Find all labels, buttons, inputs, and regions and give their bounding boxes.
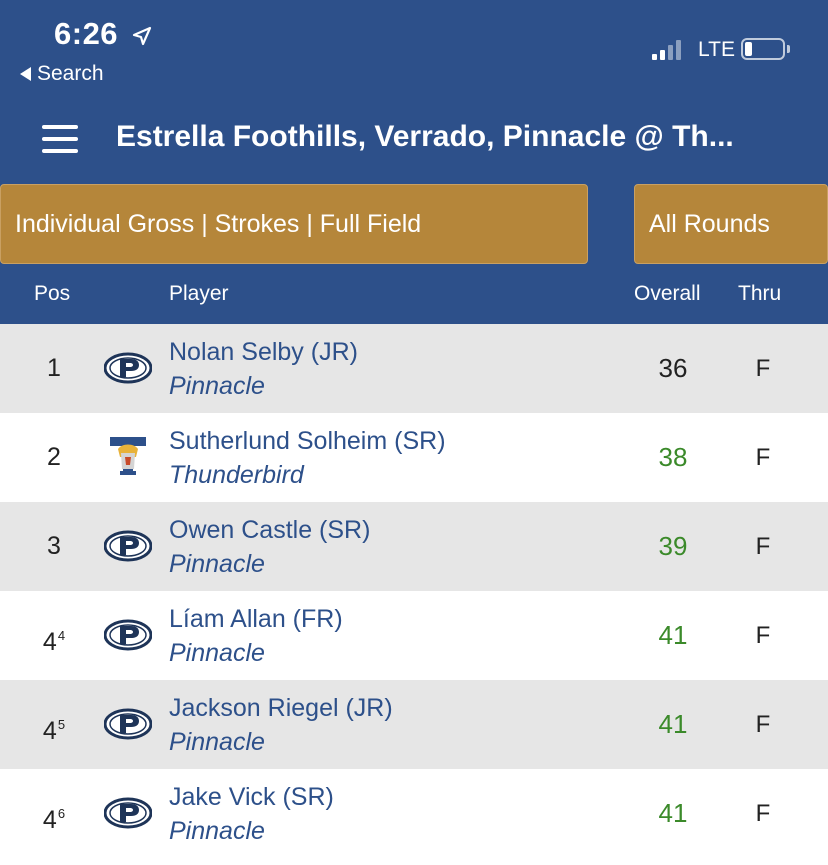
leaderboard: 1 Nolan Selby (JR) Pinnacle 36 F 2 Sutherlun… bbox=[0, 324, 828, 858]
position-tie-index: 6 bbox=[57, 806, 66, 821]
rounds-filter-button[interactable]: All Rounds bbox=[634, 184, 828, 264]
column-header: Pos Player Overall Thru bbox=[0, 264, 828, 324]
player-team: Pinnacle bbox=[169, 550, 265, 578]
leaderboard-row[interactable]: 45 Jackson Riegel (JR) Pinnacle 41 F bbox=[0, 680, 828, 769]
thru-status: F bbox=[755, 444, 771, 471]
format-filter-button[interactable]: Individual Gross | Strokes | Full Field bbox=[0, 184, 588, 264]
col-pos[interactable]: Pos bbox=[34, 282, 71, 305]
pinnacle-logo-icon bbox=[103, 702, 153, 746]
status-time: 6:26 bbox=[54, 16, 119, 51]
player-name[interactable]: Líam Allan (FR) bbox=[169, 605, 343, 633]
position-value: 4 bbox=[42, 806, 57, 834]
pinnacle-logo-icon bbox=[103, 346, 153, 390]
position-tie-index: 5 bbox=[57, 717, 66, 732]
col-overall[interactable]: Overall bbox=[634, 282, 701, 305]
col-player[interactable]: Player bbox=[169, 282, 229, 305]
overall-score: 41 bbox=[658, 620, 688, 650]
top-bar: 6:26 Search LTE Estrella Foothills, Verr… bbox=[0, 0, 828, 184]
leaderboard-row[interactable]: 2 Sutherlund Solheim (SR) Thunderbird 38 F bbox=[0, 413, 828, 502]
thru-status: F bbox=[755, 622, 771, 649]
player-name[interactable]: Owen Castle (SR) bbox=[169, 516, 371, 544]
battery-icon bbox=[741, 38, 785, 60]
back-to-search-link[interactable]: Search bbox=[20, 62, 104, 86]
player-team: Thunderbird bbox=[169, 461, 304, 489]
battery-tip bbox=[787, 45, 790, 53]
position-value: 3 bbox=[47, 532, 61, 560]
leaderboard-row[interactable]: 44 Líam Allan (FR) Pinnacle 41 F bbox=[0, 591, 828, 680]
cell-signal-icon bbox=[652, 38, 681, 60]
overall-score: 36 bbox=[658, 353, 688, 383]
thunderbird-logo-icon bbox=[104, 435, 152, 479]
player-name[interactable]: Sutherlund Solheim (SR) bbox=[169, 427, 446, 455]
row-position: 3 bbox=[0, 502, 108, 591]
player-name[interactable]: Jackson Riegel (JR) bbox=[169, 694, 393, 722]
row-position: 46 bbox=[0, 769, 108, 858]
leaderboard-row[interactable]: 1 Nolan Selby (JR) Pinnacle 36 F bbox=[0, 324, 828, 413]
col-thru[interactable]: Thru bbox=[738, 282, 782, 305]
overall-score: 39 bbox=[658, 531, 688, 561]
back-triangle-icon bbox=[20, 67, 31, 81]
thru-status: F bbox=[755, 800, 771, 827]
player-team: Pinnacle bbox=[169, 728, 265, 756]
row-position: 2 bbox=[0, 413, 108, 502]
position-value: 4 bbox=[42, 628, 57, 656]
row-position: 45 bbox=[0, 680, 108, 769]
row-position: 1 bbox=[0, 324, 108, 413]
player-name[interactable]: Nolan Selby (JR) bbox=[169, 338, 358, 366]
network-type: LTE bbox=[698, 38, 735, 61]
position-value: 2 bbox=[47, 443, 61, 471]
position-tie-index: 4 bbox=[57, 628, 66, 643]
row-position: 44 bbox=[0, 591, 108, 680]
player-name[interactable]: Jake Vick (SR) bbox=[169, 783, 334, 811]
overall-score: 38 bbox=[658, 442, 688, 472]
player-team: Pinnacle bbox=[169, 639, 265, 667]
leaderboard-row[interactable]: 46 Jake Vick (SR) Pinnacle 41 F bbox=[0, 769, 828, 858]
location-arrow-icon bbox=[132, 26, 152, 46]
pinnacle-logo-icon bbox=[103, 524, 153, 568]
thru-status: F bbox=[755, 533, 771, 560]
pinnacle-logo-icon bbox=[103, 613, 153, 657]
position-value: 4 bbox=[42, 717, 57, 745]
overall-score: 41 bbox=[658, 798, 688, 828]
player-team: Pinnacle bbox=[169, 817, 265, 845]
hamburger-menu-icon[interactable] bbox=[42, 124, 78, 154]
player-team: Pinnacle bbox=[169, 372, 265, 400]
leaderboard-row[interactable]: 3 Owen Castle (SR) Pinnacle 39 F bbox=[0, 502, 828, 591]
back-search-label: Search bbox=[37, 62, 104, 85]
position-value: 1 bbox=[47, 354, 61, 382]
thru-status: F bbox=[755, 355, 771, 382]
page-title: Estrella Foothills, Verrado, Pinnacle @ … bbox=[116, 120, 734, 153]
filter-bar: Individual Gross | Strokes | Full Field … bbox=[0, 184, 828, 264]
overall-score: 41 bbox=[658, 709, 688, 739]
thru-status: F bbox=[755, 711, 771, 738]
pinnacle-logo-icon bbox=[103, 791, 153, 835]
